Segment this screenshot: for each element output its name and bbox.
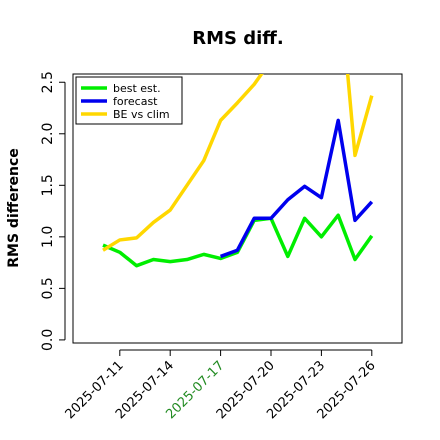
y-tick-label: 1.0 [40,226,56,248]
series-line [102,213,374,268]
y-tick-label: 2.0 [40,123,56,145]
legend-label: forecast [113,95,158,108]
legend-label: BE vs clim [113,108,170,121]
series-line [102,74,374,252]
y-tick-label: 0.0 [40,329,56,351]
plot-area [102,74,374,268]
plot-frame [72,73,403,344]
chart-title: RMS diff. [192,28,283,49]
series-line [219,118,374,259]
y-axis-label: RMS difference [6,148,22,268]
y-tick-label: 0.5 [40,277,56,299]
y-tick-label: 1.5 [40,174,56,196]
legend-label: best est. [113,82,161,95]
y-tick-label: 2.5 [40,71,56,93]
